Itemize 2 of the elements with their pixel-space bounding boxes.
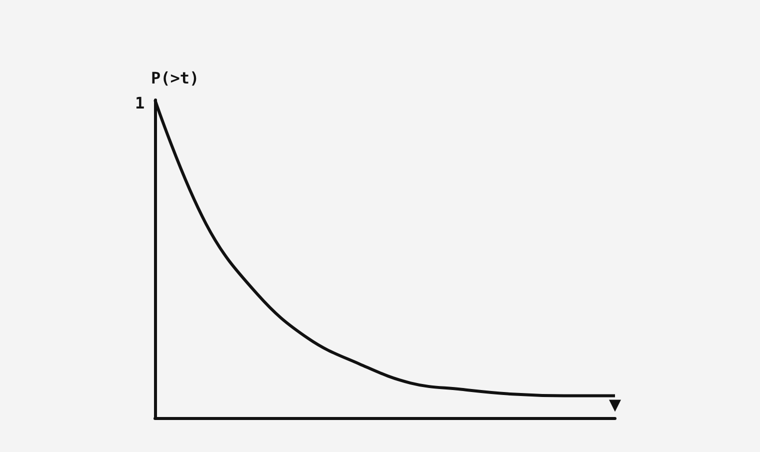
text: 1 (135, 94, 145, 112)
y-axis-title: P(>t) (151, 68, 200, 88)
